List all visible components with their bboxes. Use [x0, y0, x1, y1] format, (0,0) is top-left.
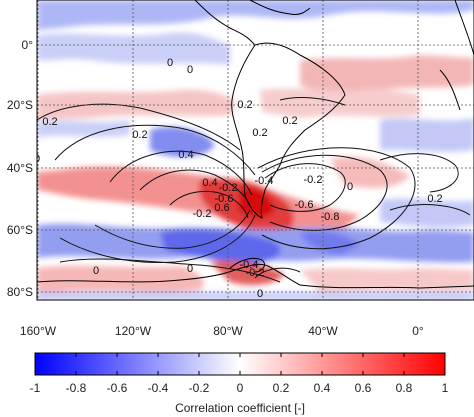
contour-label: 0.6 [214, 202, 229, 214]
lon-label: 40°W [308, 324, 338, 338]
contour-label: 0.2 [237, 99, 252, 111]
contour-label: -0.8 [321, 211, 340, 223]
colorbar-tick-label: 0 [237, 381, 244, 395]
contour-label: 0 [167, 57, 173, 69]
colorbar-tick-label: -0.6 [107, 381, 128, 395]
contour-label: -0.6 [295, 199, 314, 211]
contour-label: -0.2 [246, 267, 265, 279]
colorbar-title: Correlation coefficient [-] [175, 401, 305, 415]
contour-label: -0.4 [240, 259, 259, 271]
contour-label: 0.2 [132, 129, 147, 141]
contour-lines [37, 97, 471, 283]
lon-label: 0° [412, 324, 424, 338]
plot-frame [36, 0, 474, 301]
contour-label: 0.2 [282, 115, 297, 127]
colorbar: -1 -0.8 -0.6 -0.4 -0.2 0 0.2 0.4 0.6 0.8 1 Correla… [30, 352, 449, 415]
gridlines [37, 0, 474, 300]
colorbar-tick-label: -0.8 [66, 381, 87, 395]
contour-label: 0.2 [42, 116, 57, 128]
contour-label: 0 [93, 265, 99, 277]
contour-label: 0.2 [427, 193, 442, 205]
colorbar-ticks: -1 -0.8 -0.6 -0.4 -0.2 0 0.2 0.4 0.6 0.8 1 [30, 353, 449, 395]
lat-label: 20°S [7, 98, 33, 112]
contour-label: 0 [347, 181, 353, 193]
contour-label: 0 [187, 263, 193, 275]
lon-label: 80°W [213, 324, 243, 338]
contour-label: -0.2 [304, 174, 323, 186]
lon-label: 120°W [115, 324, 152, 338]
colorbar-tick-label: 0.2 [273, 381, 290, 395]
contour-label: 0.4 [202, 177, 217, 189]
contour-label: -0.4 [255, 175, 274, 187]
contour-label: -0.6 [215, 193, 234, 205]
contour-label: 0.4 [178, 149, 193, 161]
colorbar-tick-label: 1 [442, 381, 449, 395]
contour-labels: 00.20.200.20.40.20.20.40.6-0.2-0.2-0.6-0… [34, 57, 443, 300]
lon-label: 160°W [20, 324, 57, 338]
colorbar-tick-label: 0.6 [355, 381, 372, 395]
correlation-field: 00.20.200.20.40.20.20.40.6-0.2-0.2-0.6-0… [34, 0, 474, 300]
lat-label: 40°S [7, 161, 33, 175]
latitude-labels: 0° 20°S 40°S 60°S 80°S [7, 38, 33, 299]
coastlines [37, 0, 474, 289]
longitude-labels: 160°W 120°W 80°W 40°W 0° [20, 324, 424, 338]
contour-label: -0.2 [219, 182, 238, 194]
contour-label: 0 [257, 288, 263, 300]
colorbar-tick-label: 0.4 [314, 381, 331, 395]
lat-label: 60°S [7, 223, 33, 237]
colorbar-tick-label: -0.4 [148, 381, 169, 395]
colorbar-tick-label: 0.8 [396, 381, 413, 395]
lat-label: 80°S [7, 285, 33, 299]
lat-label: 0° [22, 38, 34, 52]
contour-label: 0.2 [252, 127, 267, 139]
colorbar-tick-label: -1 [30, 381, 41, 395]
contour-label: 0 [34, 153, 40, 165]
colorbar-tick-label: -0.2 [189, 381, 210, 395]
contour-label: -0.2 [193, 208, 212, 220]
contour-label: 0 [187, 64, 193, 76]
